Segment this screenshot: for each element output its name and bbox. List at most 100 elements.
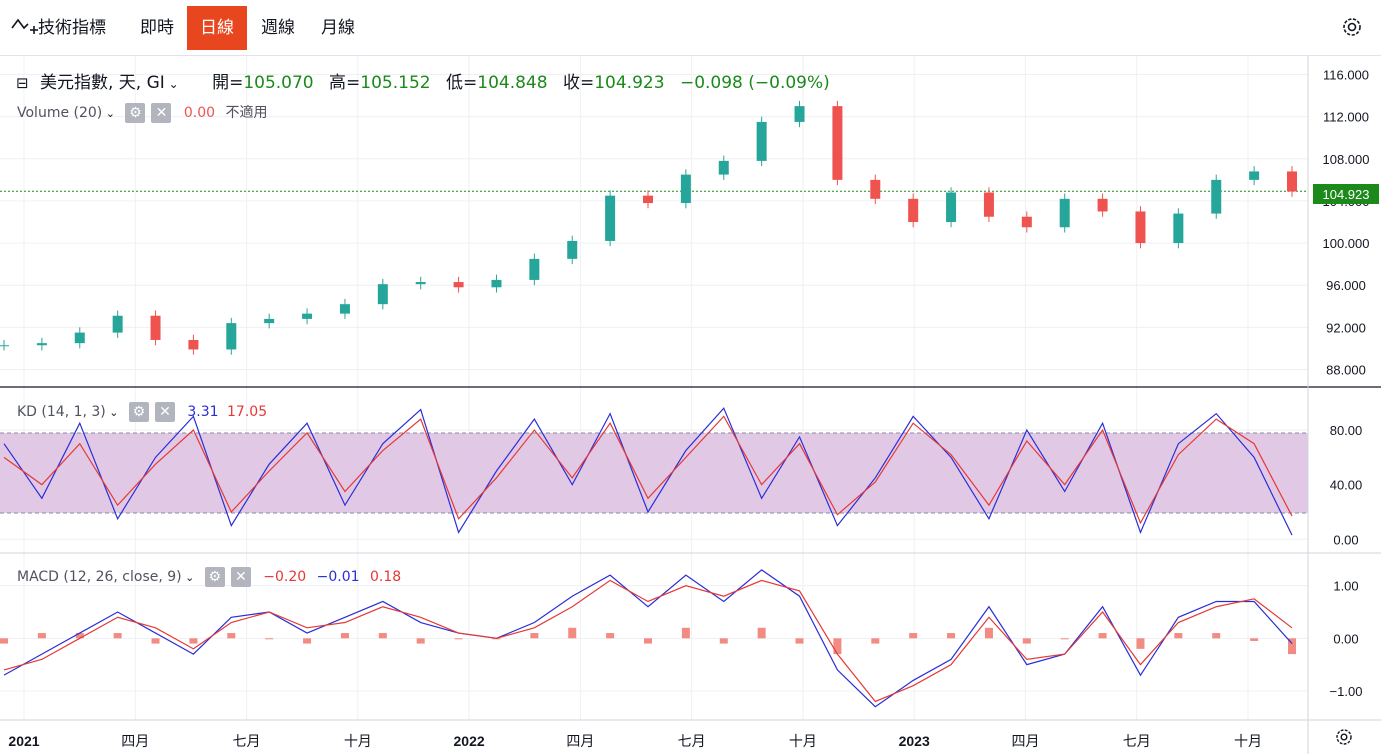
last-price-label: 104.923 [1323,187,1370,202]
close-value: 104.923 [594,73,665,93]
macd-histogram-bar [1288,638,1296,655]
tab-weekly[interactable]: 週線 [248,6,308,50]
candle-body [377,284,388,305]
macd-histogram-bar [1022,638,1031,644]
chevron-down-icon[interactable]: ⌄ [102,107,115,120]
kd-legend: KD (14, 1, 3) ⌄ ⚙ ✕ 3.31 17.05 [17,402,267,422]
change-value: −0.098 (−0.09%) [679,73,830,93]
candle-body [36,343,47,346]
grid-lines [0,56,1308,720]
macd-histogram-bar [606,633,615,639]
time-tick-label: 2021 [8,733,39,749]
candle-body [415,282,426,285]
volume-label[interactable]: Volume (20) [17,105,103,121]
candle-body [302,313,313,319]
candle-body [0,345,9,347]
price-axis-tick-label: 108.000 [1323,152,1370,167]
price-axis-tick-label: 92.000 [1326,320,1366,335]
price-axis[interactable]: 88.00092.00096.000100.000104.000108.0001… [1323,68,1370,699]
settings-icon[interactable]: ⚙ [204,567,225,587]
macd-histogram-bar [530,633,539,639]
collapse-icon[interactable]: ⊟ [16,74,29,92]
macd-signal-line [3,579,1293,703]
kd-label[interactable]: KD (14, 1, 3) [17,404,106,420]
macd-plot [0,569,1296,708]
indicators-icon [11,18,38,34]
macd-macd-line [3,569,1293,708]
tab-daily-label: 日線 [200,18,234,38]
macd-histogram-bar [378,633,387,639]
macd-histogram-bar [1250,638,1259,641]
macd-histogram-bar [189,638,198,644]
kd-k-value: 3.31 [187,404,219,420]
macd-hist-value: −0.20 [263,569,307,585]
time-axis[interactable]: 2021 四月 七月 十月 2022 四月 七月 十月 2023 四月 七月 十月 [8,733,1262,749]
candle-body [264,318,275,324]
macd-histogram-bar [984,627,993,639]
candle-body [1135,211,1146,244]
settings-gear-icon[interactable] [1339,14,1365,40]
macd-histogram-bar [265,638,274,640]
macd-histogram-bar [568,627,577,639]
macd-histogram-bar [416,638,425,644]
macd-axis-tick-label: −1.00 [1330,684,1363,699]
candle-body [718,160,729,175]
macd-histogram-bar [454,638,463,640]
candle-body [491,279,502,288]
time-tick-label: 十月 [344,733,372,749]
candle-body [908,198,919,222]
macd-histogram-bar [833,638,842,655]
close-icon[interactable]: ✕ [151,103,172,123]
kd-lines [3,407,1293,536]
low-label: 低= [446,73,478,93]
close-icon[interactable]: ✕ [230,567,251,587]
macd-line-value: −0.01 [316,569,360,585]
tab-weekly-label: 週線 [261,18,295,38]
settings-icon[interactable]: ⚙ [125,103,146,123]
candle-body [112,315,123,333]
chevron-down-icon[interactable]: ⌄ [164,77,179,91]
chevron-down-icon[interactable]: ⌄ [105,406,119,419]
kd-d-line [3,415,1293,525]
last-price-tag: 104.923 [1313,184,1379,204]
macd-histogram-bar [795,638,804,644]
kd-d-value: 17.05 [227,404,268,420]
candle-body [1173,213,1184,244]
volume-value: 0.00 [183,105,216,121]
macd-histogram-bar [719,638,728,644]
chevron-down-icon[interactable]: ⌄ [181,571,195,584]
macd-label[interactable]: MACD (12, 26, close, 9) [17,569,182,585]
candle-body [150,315,161,340]
time-axis-settings-icon[interactable] [1336,729,1352,745]
candle-body [605,195,616,241]
close-icon[interactable]: ✕ [154,402,175,422]
price-axis-tick-label: 112.000 [1323,110,1369,125]
tab-realtime[interactable]: 即時 [128,6,186,50]
settings-icon[interactable]: ⚙ [128,402,149,422]
candle-body [1211,179,1222,214]
low-value: 104.848 [477,73,548,93]
ohlc-legend: ⊟ 美元指數, 天, GI ⌄ 開=105.070 高=105.152 低=10… [16,68,830,93]
tab-monthly[interactable]: 月線 [308,6,368,50]
candle-body [529,258,540,280]
price-axis-tick-label: 96.000 [1326,278,1366,293]
macd-histogram-bar [75,633,84,639]
open-label: 開= [212,73,244,93]
candle-body [946,192,957,222]
chart-canvas[interactable]: 88.00092.00096.000100.000104.000108.0001… [0,56,1381,754]
close-label: 收= [562,73,595,93]
macd-histogram-bar [1212,633,1221,639]
symbol-title[interactable]: 美元指數, 天, GI [39,73,165,93]
macd-axis-tick-label: 0.00 [1333,631,1358,646]
volume-note: 不適用 [225,105,268,121]
macd-histogram-bar [113,633,122,639]
candle-body [1249,171,1260,180]
macd-axis-tick-label: 1.00 [1333,579,1358,594]
candle-body [226,323,237,350]
macd-histogram-bar [947,633,956,639]
tab-daily[interactable]: 日線 [187,6,247,50]
open-value: 105.070 [243,73,314,93]
price-axis-tick-label: 116.000 [1323,68,1369,83]
kd-axis-tick-label: 0.00 [1333,532,1358,547]
indicators-button[interactable]: 技術指標 [10,6,122,50]
